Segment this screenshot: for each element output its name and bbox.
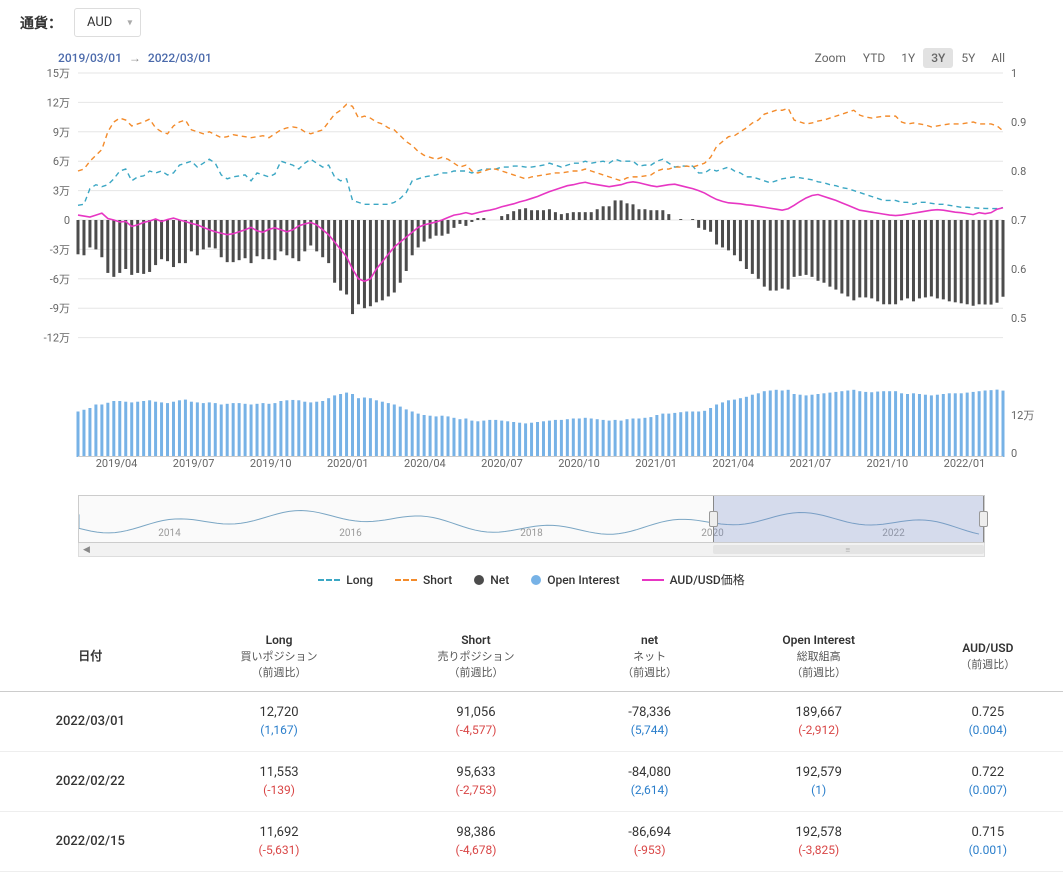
date-to: 2022/03/01	[148, 51, 212, 65]
svg-text:0.7: 0.7	[1011, 214, 1026, 227]
svg-text:1: 1	[1011, 67, 1017, 80]
chart-navigator[interactable]: 20142016201820202022	[78, 495, 985, 543]
table-cell: 0.722(0.007)	[913, 752, 1063, 812]
scroll-left-icon[interactable]: ◀	[83, 545, 90, 555]
table-cell: 11,692(-5,631)	[181, 812, 378, 872]
legend-oi[interactable]: Open Interest	[531, 571, 619, 588]
chart-legend: Long Short Net Open Interest AUD/USD価格	[20, 557, 1043, 602]
table-header: AUD/USD（前週比）	[913, 622, 1063, 692]
table-header: Open Interest総取組高（前週比）	[725, 622, 913, 692]
table-cell: 0.725(0.004)	[913, 692, 1063, 752]
table-cell: -86,694(-953)	[574, 812, 724, 872]
svg-text:0.5: 0.5	[1011, 312, 1026, 325]
svg-text:12万: 12万	[47, 96, 70, 109]
table-cell: 2022/02/15	[0, 812, 181, 872]
table-row: 2022/03/0112,720(1,167)91,056(-4,577)-78…	[0, 692, 1063, 752]
svg-text:3万: 3万	[53, 185, 70, 198]
svg-text:-9万: -9万	[50, 302, 70, 315]
legend-marker	[531, 575, 541, 585]
table-cell: 12,720(1,167)	[181, 692, 378, 752]
table-cell: 2022/02/22	[0, 752, 181, 812]
zoom-all-button[interactable]: All	[983, 48, 1013, 68]
zoom-5y-button[interactable]: 5Y	[953, 48, 983, 68]
currency-select[interactable]: AUD	[74, 8, 141, 37]
legend-short[interactable]: Short	[395, 571, 452, 588]
currency-label: 通貨：	[20, 13, 62, 33]
svg-text:-6万: -6万	[50, 273, 70, 286]
legend-marker	[474, 575, 484, 585]
table-cell: 0.715(0.001)	[913, 812, 1063, 872]
legend-long[interactable]: Long	[318, 571, 373, 588]
svg-text:2014: 2014	[158, 528, 181, 539]
svg-text:0.8: 0.8	[1011, 165, 1026, 178]
table-row: 2022/02/1511,692(-5,631)98,386(-4,678)-8…	[0, 812, 1063, 872]
table-header: Long買いポジション（前週比）	[181, 622, 378, 692]
table-cell: 98,386(-4,678)	[378, 812, 575, 872]
navigator-handle-right[interactable]	[979, 511, 988, 527]
table-cell: -78,336(5,744)	[574, 692, 724, 752]
svg-text:2016: 2016	[339, 528, 362, 539]
svg-text:0.9: 0.9	[1011, 116, 1026, 129]
svg-text:-12万: -12万	[44, 332, 70, 345]
table-cell: 189,667(-2,912)	[725, 692, 913, 752]
legend-net[interactable]: Net	[474, 571, 509, 588]
date-range[interactable]: 2019/03/01 → 2022/03/01	[58, 51, 212, 65]
svg-text:-3万: -3万	[50, 243, 70, 256]
legend-label: Short	[423, 573, 452, 587]
svg-text:0: 0	[64, 214, 70, 227]
zoom-ytd-button[interactable]: YTD	[855, 48, 893, 68]
zoom-1y-button[interactable]: 1Y	[893, 48, 923, 68]
svg-text:12万: 12万	[1011, 409, 1034, 422]
navigator-handle-left[interactable]	[709, 511, 718, 527]
svg-text:2018: 2018	[520, 528, 543, 539]
legend-label: Open Interest	[547, 573, 619, 587]
legend-label: AUD/USD価格	[670, 571, 745, 588]
x-axis-labels: 2019/042019/072019/102020/012020/042020/…	[78, 457, 1003, 477]
zoom-label: Zoom	[815, 51, 846, 65]
currency-select-value: AUD	[87, 15, 112, 30]
data-table: 日付Long買いポジション（前週比）Short売りポジション（前週比）netネッ…	[0, 622, 1063, 872]
table-cell: 192,578(-3,825)	[725, 812, 913, 872]
table-cell: 91,056(-4,577)	[378, 692, 575, 752]
table-header: Short売りポジション（前週比）	[378, 622, 575, 692]
zoom-3y-button[interactable]: 3Y	[923, 48, 953, 68]
legend-label: Long	[346, 573, 373, 587]
main-chart[interactable]: -12万 -9万 -6万 -3万 0 3万 6万 9万 12万 15万 0.5 0.6 0.7 0.8 0.…	[20, 67, 1043, 377]
legend-price[interactable]: AUD/USD価格	[642, 571, 745, 588]
table-row: 2022/02/2211,553(-139)95,633(-2,753)-84,…	[0, 752, 1063, 812]
zoom-controls: Zoom YTD1Y3Y5YAll	[815, 51, 1013, 65]
table-cell: 192,579(1)	[725, 752, 913, 812]
svg-text:0.6: 0.6	[1011, 263, 1026, 276]
legend-marker	[642, 579, 664, 581]
date-from: 2019/03/01	[58, 51, 122, 65]
legend-marker	[318, 579, 340, 581]
svg-text:6万: 6万	[53, 155, 70, 168]
table-cell: 95,633(-2,753)	[378, 752, 575, 812]
table-cell: 11,553(-139)	[181, 752, 378, 812]
table-header: netネット（前週比）	[574, 622, 724, 692]
table-header: 日付	[0, 622, 181, 692]
table-cell: 2022/03/01	[0, 692, 181, 752]
svg-text:0: 0	[1011, 447, 1017, 457]
table-cell: -84,080(2,614)	[574, 752, 724, 812]
navigator-scrollbar[interactable]: ◀ ≡ ▶	[78, 543, 985, 557]
arrow-icon: →	[129, 51, 141, 65]
open-interest-chart[interactable]: 0 12万	[20, 377, 1043, 457]
scroll-grip-icon: ≡	[845, 545, 851, 554]
legend-marker	[395, 579, 417, 581]
svg-text:9万: 9万	[53, 126, 70, 139]
legend-label: Net	[490, 573, 509, 587]
svg-text:15万: 15万	[47, 67, 70, 80]
